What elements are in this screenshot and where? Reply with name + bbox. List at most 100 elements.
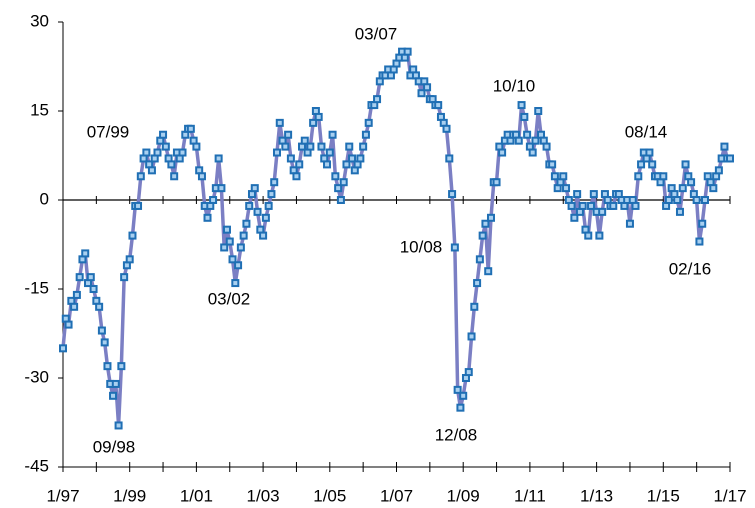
y-tick-label: -15 bbox=[24, 278, 49, 297]
data-point bbox=[498, 148, 507, 157]
data-point bbox=[142, 148, 151, 157]
data-point bbox=[598, 207, 607, 216]
data-point bbox=[648, 160, 657, 169]
data-point bbox=[292, 172, 301, 181]
data-point bbox=[548, 160, 557, 169]
data-point bbox=[470, 302, 479, 311]
data-point bbox=[659, 172, 668, 181]
data-point bbox=[284, 130, 293, 139]
data-point bbox=[637, 160, 646, 169]
data-point bbox=[136, 172, 145, 181]
data-point bbox=[167, 160, 176, 169]
data-point bbox=[161, 142, 170, 151]
data-point bbox=[159, 130, 168, 139]
data-point bbox=[467, 332, 476, 341]
data-point bbox=[111, 379, 120, 388]
data-point bbox=[478, 231, 487, 240]
data-point bbox=[331, 172, 340, 181]
data-point bbox=[147, 166, 156, 175]
data-point bbox=[209, 196, 218, 204]
data-point bbox=[125, 255, 134, 264]
data-point bbox=[306, 142, 315, 151]
data-point bbox=[81, 249, 90, 258]
x-tick-label: 1/17 bbox=[713, 486, 746, 505]
data-point bbox=[250, 184, 259, 193]
x-tick-label: 1/05 bbox=[313, 486, 346, 505]
data-point bbox=[528, 148, 537, 157]
data-point bbox=[459, 391, 468, 400]
data-point bbox=[295, 160, 304, 169]
data-point bbox=[245, 201, 254, 210]
data-point bbox=[253, 207, 262, 216]
data-point bbox=[97, 326, 106, 335]
data-point bbox=[170, 172, 179, 181]
annotation: 10/10 bbox=[493, 76, 536, 95]
data-point bbox=[645, 148, 654, 157]
data-point bbox=[531, 136, 540, 145]
data-point bbox=[634, 172, 643, 181]
data-point bbox=[261, 213, 270, 222]
data-point bbox=[550, 172, 559, 181]
x-tick-label: 1/97 bbox=[46, 486, 79, 505]
data-point bbox=[300, 136, 309, 145]
data-point bbox=[128, 231, 137, 240]
data-point bbox=[356, 154, 365, 163]
data-point bbox=[100, 338, 109, 347]
data-point bbox=[348, 154, 357, 163]
data-point bbox=[453, 385, 462, 394]
data-point bbox=[334, 184, 343, 193]
data-point bbox=[587, 201, 596, 210]
data-point bbox=[709, 184, 718, 193]
data-point bbox=[692, 196, 701, 204]
data-point bbox=[700, 196, 709, 204]
annotation: 07/99 bbox=[87, 122, 130, 141]
data-point bbox=[134, 201, 143, 210]
data-point bbox=[520, 112, 529, 121]
data-point bbox=[573, 190, 582, 199]
data-line bbox=[61, 49, 730, 428]
x-tick-label: 1/01 bbox=[180, 486, 213, 505]
data-point bbox=[434, 101, 443, 110]
data-point bbox=[222, 225, 231, 234]
y-tick-label: -45 bbox=[24, 456, 49, 475]
data-point bbox=[336, 196, 345, 204]
data-point bbox=[259, 231, 268, 240]
data-point bbox=[442, 124, 451, 133]
data-point bbox=[220, 243, 229, 252]
data-point bbox=[228, 255, 237, 264]
data-point bbox=[192, 142, 201, 151]
data-point bbox=[59, 344, 67, 353]
data-point bbox=[673, 196, 682, 204]
data-point bbox=[317, 142, 326, 151]
data-point bbox=[514, 136, 523, 145]
x-tick-label: 1/07 bbox=[380, 486, 413, 505]
data-point bbox=[314, 112, 323, 121]
data-point bbox=[242, 219, 251, 228]
x-tick-label: 1/09 bbox=[447, 486, 480, 505]
data-point bbox=[567, 201, 576, 210]
data-point bbox=[267, 190, 276, 199]
data-point bbox=[589, 190, 598, 199]
data-point bbox=[325, 148, 334, 157]
annotation: 03/02 bbox=[208, 289, 251, 308]
data-point bbox=[595, 231, 604, 240]
data-point bbox=[75, 273, 84, 282]
annotation: 10/08 bbox=[400, 237, 443, 256]
data-point bbox=[272, 148, 281, 157]
annotation: 09/98 bbox=[93, 437, 136, 456]
data-point bbox=[664, 196, 673, 204]
data-point bbox=[236, 243, 245, 252]
data-point bbox=[720, 142, 729, 151]
data-point bbox=[534, 107, 543, 115]
data-point bbox=[625, 219, 634, 228]
data-point bbox=[687, 178, 696, 187]
data-point bbox=[217, 184, 226, 193]
data-point bbox=[373, 95, 382, 104]
data-point bbox=[153, 148, 162, 157]
data-point bbox=[403, 47, 412, 56]
data-point bbox=[678, 184, 687, 193]
data-point bbox=[323, 160, 332, 169]
data-point bbox=[562, 184, 571, 193]
data-point bbox=[475, 255, 484, 264]
